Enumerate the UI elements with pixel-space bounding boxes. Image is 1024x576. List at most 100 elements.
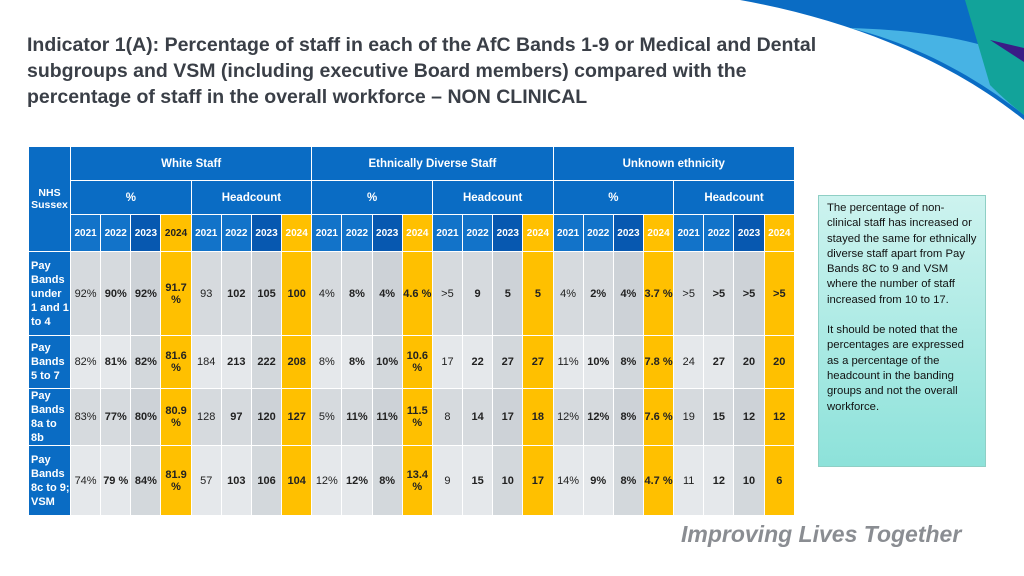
table-cell: 11% [371, 388, 403, 446]
table-cell: >5 [763, 251, 796, 336]
table-cell: 27 [492, 335, 524, 389]
table-cell: 92% [130, 251, 162, 336]
table-cell: 4.6 % [401, 251, 433, 336]
table-cell: 77% [100, 388, 132, 446]
table-cell: 20 [733, 335, 765, 389]
decorative-swoosh [740, 0, 1024, 120]
year-header: 2023 [612, 214, 644, 252]
year-header: 2022 [100, 214, 132, 252]
table-cell: 7.8 % [642, 335, 675, 389]
table-cell: 128 [190, 388, 222, 446]
ethnicity-banding-table: NHS Sussex White Staff Ethnically Divers… [28, 146, 796, 516]
year-header: 2021 [552, 214, 584, 252]
table-cell: 80% [130, 388, 162, 446]
year-header: 2022 [341, 214, 373, 252]
subgroup-header: Headcount [190, 180, 313, 215]
table-cell: >5 [431, 251, 464, 336]
table-cell: >5 [703, 251, 735, 336]
table-cell: 4% [311, 251, 343, 336]
year-header: 2023 [371, 214, 403, 252]
year-header: 2023 [250, 214, 283, 252]
table-cell: 84% [130, 445, 162, 516]
group-header: White Staff [69, 146, 313, 181]
table-cell: 83% [69, 388, 102, 446]
year-header: 2021 [431, 214, 464, 252]
table-cell: 57 [190, 445, 222, 516]
table-cell: 10% [371, 335, 403, 389]
table-cell: 4% [371, 251, 403, 336]
table-cell: 120 [250, 388, 283, 446]
table-cell: 9 [431, 445, 464, 516]
subgroup-header: Headcount [431, 180, 554, 215]
table-cell: 104 [281, 445, 313, 516]
table-cell: 18 [522, 388, 554, 446]
table-cell: 93 [190, 251, 222, 336]
table-cell: 11% [552, 335, 584, 389]
table-cell: 8% [311, 335, 343, 389]
table-cell: 27 [703, 335, 735, 389]
table-cell: 6 [763, 445, 796, 516]
row-label: Pay Bands 8a to 8b [28, 388, 71, 446]
table-cell: 102 [220, 251, 252, 336]
year-header: 2024 [401, 214, 433, 252]
table-cell: 11 [673, 445, 705, 516]
table-cell: 80.9 % [160, 388, 192, 446]
table-cell: 81.6 % [160, 335, 192, 389]
table-cell: 222 [250, 335, 283, 389]
table-cell: 8% [612, 335, 644, 389]
year-header: 2021 [69, 214, 102, 252]
table-cell: 20 [763, 335, 796, 389]
table-cell: 8% [612, 388, 644, 446]
table-cell: 12 [763, 388, 796, 446]
table-cell: 103 [220, 445, 252, 516]
table-corner-label: NHS Sussex [28, 146, 71, 252]
table-cell: 5 [492, 251, 524, 336]
table-cell: 81% [100, 335, 132, 389]
table-cell: 2% [582, 251, 614, 336]
table-cell: >5 [733, 251, 765, 336]
note-paragraph: It should be noted that the percentages … [827, 324, 964, 413]
table-cell: 17 [522, 445, 554, 516]
year-header: 2021 [311, 214, 343, 252]
table-cell: 10 [733, 445, 765, 516]
table-cell: 8% [612, 445, 644, 516]
table-cell: 74% [69, 445, 102, 516]
table-cell: 12% [341, 445, 373, 516]
table-cell: 15 [703, 388, 735, 446]
table-cell: >5 [673, 251, 705, 336]
subgroup-header: % [552, 180, 675, 215]
subgroup-header: % [70, 180, 192, 215]
year-header: 2023 [130, 214, 162, 252]
year-header: 2022 [703, 214, 735, 252]
row-label: Pay Bands under 1 and 1 to 4 [28, 251, 71, 336]
row-label: Pay Bands 8c to 9; VSM [28, 445, 71, 516]
year-header: 2021 [190, 214, 222, 252]
year-header: 2024 [642, 214, 675, 252]
table-cell: 5 [522, 251, 554, 336]
table-row: Pay Bands 5 to 7 82% 81% 82% 81.6 % 184 213 222… [28, 335, 796, 389]
year-header: 2022 [220, 214, 252, 252]
row-label: Pay Bands 5 to 7 [28, 335, 71, 389]
table-cell: 10 [492, 445, 524, 516]
table-cell: 3.7 % [642, 251, 675, 336]
table-cell: 8% [371, 445, 403, 516]
table-cell: 4.7 % [642, 445, 675, 516]
table-cell: 127 [281, 388, 313, 446]
table-cell: 82% [69, 335, 102, 389]
table-cell: 10% [582, 335, 614, 389]
year-header: 2022 [582, 214, 614, 252]
subgroup-header: % [311, 180, 433, 215]
table-cell: 92% [69, 251, 102, 336]
table-cell: 8% [341, 335, 373, 389]
table-cell: 15 [462, 445, 494, 516]
table-cell: 14% [552, 445, 584, 516]
group-header: Ethnically Diverse Staff [311, 146, 554, 181]
note-paragraph: The percentage of non-clinical staff has… [827, 202, 977, 306]
table-cell: 208 [281, 335, 313, 389]
table-row: Pay Bands 8a to 8b 83% 77% 80% 80.9 % 128 97 12… [28, 388, 796, 446]
table-cell: 213 [220, 335, 252, 389]
table-cell: 11.5 % [401, 388, 433, 446]
table-cell: 90% [100, 251, 132, 336]
year-header: 2023 [733, 214, 765, 252]
table-cell: 22 [462, 335, 494, 389]
